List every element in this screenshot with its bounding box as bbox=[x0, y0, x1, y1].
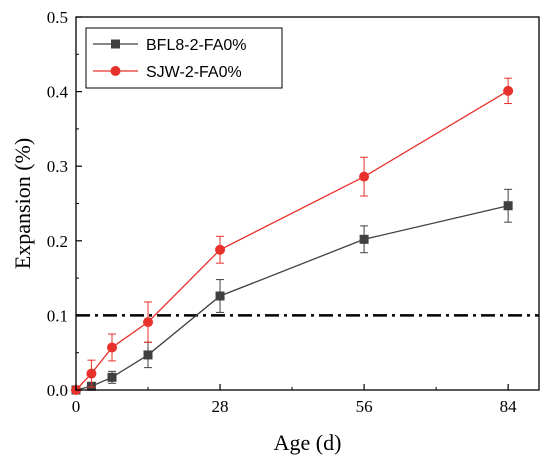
series-line bbox=[75, 90, 509, 391]
series-line bbox=[75, 205, 509, 391]
data-point-square bbox=[503, 201, 513, 211]
legend-label: BFL8-2-FA0% bbox=[146, 37, 246, 54]
data-point-circle bbox=[143, 317, 154, 328]
x-tick-label: 28 bbox=[212, 397, 229, 416]
data-point-square bbox=[215, 291, 225, 301]
x-tick-label: 0 bbox=[72, 397, 81, 416]
legend-box bbox=[85, 27, 283, 89]
legend-marker-square bbox=[111, 39, 120, 49]
y-tick-label: 0.4 bbox=[47, 83, 69, 102]
series-layer bbox=[71, 77, 514, 395]
y-tick-label: 0.0 bbox=[47, 381, 68, 400]
series-2 bbox=[71, 77, 514, 395]
data-point-circle bbox=[503, 85, 514, 96]
x-tick-label: 84 bbox=[500, 397, 518, 416]
data-point-square bbox=[143, 350, 153, 360]
y-tick-label: 0.3 bbox=[47, 157, 68, 176]
legend-marker-circle bbox=[110, 66, 121, 76]
series-1 bbox=[71, 188, 513, 395]
axes: 0 28 56 84 0.0 0.1 0.2 0.3 0.4 0.5 bbox=[47, 8, 540, 416]
legend-label: SJW-2-FA0% bbox=[146, 64, 242, 81]
x-axis-title: Age (d) bbox=[274, 430, 342, 455]
data-point-square bbox=[359, 234, 369, 244]
y-tick-label: 0.2 bbox=[47, 232, 68, 251]
y-axis-title: Expansion (%) bbox=[10, 138, 35, 269]
data-point-square bbox=[107, 372, 117, 382]
data-point-circle bbox=[86, 368, 97, 379]
y-tick-label: 0.1 bbox=[47, 306, 68, 325]
data-point-circle bbox=[107, 342, 118, 353]
y-tick-label: 0.5 bbox=[47, 8, 68, 27]
data-point-circle bbox=[215, 244, 226, 255]
legend: BFL8-2-FA0% SJW-2-FA0% bbox=[85, 27, 283, 89]
x-tick-label: 56 bbox=[356, 397, 373, 416]
data-point-circle bbox=[359, 171, 370, 182]
